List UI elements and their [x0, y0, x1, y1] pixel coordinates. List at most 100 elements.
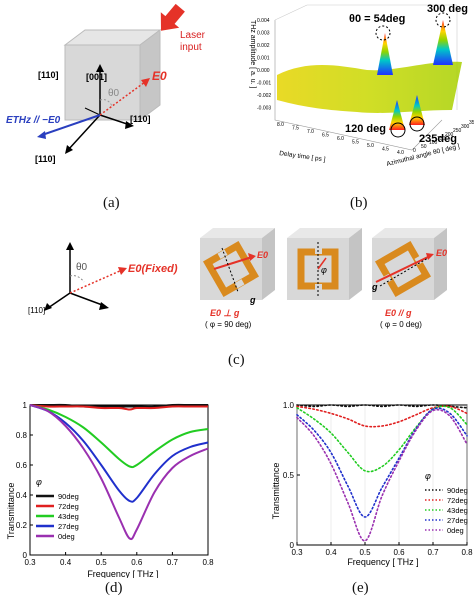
z-tick-label: -0.001 — [257, 81, 271, 87]
caption-b: (b) — [350, 195, 368, 211]
plot-frame — [29, 404, 209, 556]
y-tick-label: 1 — [23, 401, 28, 410]
caption-d: (d) — [105, 580, 123, 596]
z-tick-label: 0.002 — [257, 43, 270, 49]
series-line-90deg — [296, 404, 468, 409]
panel-b-surface-plot: θ0 = 54deg 300 deg 120 deg 235deg 0.0040… — [249, 3, 474, 168]
e0-label-c1: E0 — [257, 250, 268, 260]
ylabel-e: Transmittance — [271, 463, 281, 520]
z-tick-label: -0.002 — [257, 93, 271, 99]
y-tick-label: 0 — [23, 551, 28, 560]
e0-label-c3: E0 — [436, 248, 447, 258]
legend-title: φ — [36, 477, 42, 487]
y-tick-label: 0.2 — [16, 521, 28, 530]
y-tick-label: 1.0 — [283, 401, 295, 410]
y-tick-label: 100 — [429, 140, 438, 146]
x-tick-label: 7.5 — [292, 126, 299, 132]
phi-label-c: φ — [321, 265, 327, 275]
theta0-label: θ0 — [108, 88, 120, 99]
legend-label: 43deg — [58, 512, 79, 521]
x-tick-label: 0.8 — [461, 548, 473, 557]
legend-label: 27deg — [447, 516, 468, 525]
x-tick-label: 0.4 — [60, 558, 72, 567]
axis-001-label: [001] — [86, 72, 107, 82]
xlabel-e: Frequency [ THz ] — [347, 557, 418, 567]
x-tick-label: 0.3 — [24, 558, 36, 567]
ethz-label: ETHz // −E0 — [6, 115, 61, 126]
panel-d-chart: Transmittance Frequency [ THz ] 0.3 0.4 0.… — [6, 401, 214, 578]
x-tick-label: 6.0 — [337, 136, 344, 142]
e0-label: E0 — [152, 69, 167, 83]
caption-e: (e) — [352, 580, 369, 596]
series-line-27deg — [296, 407, 468, 518]
x-tick-label: 0.5 — [96, 558, 108, 567]
z-tick-label: 0.003 — [257, 31, 270, 37]
x-tick-label: 0.7 — [427, 548, 439, 557]
series-line-0deg — [29, 404, 209, 541]
ylabel-d: Transmittance — [6, 483, 16, 540]
x-tick-label: 4.5 — [382, 147, 389, 153]
y-tick-label: 0.4 — [16, 491, 28, 500]
z-tick-label: 0.000 — [257, 68, 270, 74]
annot-54: θ0 = 54deg — [349, 13, 405, 25]
series-line-43deg — [296, 405, 468, 473]
cell3-caption-2: ( φ = 0 deg) — [380, 320, 422, 329]
y-tick-label: 0 — [413, 148, 416, 154]
z-tick-label: -0.003 — [257, 106, 271, 112]
x-tick-label: 7.0 — [307, 129, 314, 135]
peak-300 — [433, 20, 453, 65]
y-tick-label: 300 — [461, 124, 470, 130]
cube-side-face — [139, 29, 161, 121]
y-tick-label: 350 — [469, 120, 474, 126]
dip-235 — [409, 95, 425, 125]
z-tick-labels: 0.004 0.003 0.002 0.001 0.000 -0.001 -0.002 -0.… — [257, 18, 271, 112]
series-line-43deg — [29, 404, 209, 469]
g-label-c3: g — [371, 282, 378, 292]
unit-cell-3: E0 g E0 // g ( φ = 0 deg) — [371, 228, 447, 329]
axis-110-right-label: [110] — [130, 114, 151, 124]
y-tick-label: 0.5 — [283, 471, 295, 480]
x-tick-label: 0.4 — [325, 548, 337, 557]
series-line-72deg — [29, 404, 208, 411]
z-axis-label: THz amplitude [ a. u. ] — [249, 20, 256, 89]
e0-fixed-label: E0(Fixed) — [128, 263, 178, 275]
panel-a-diagram: Laser input θ0 [001] [110] [110] [110] E0… — [6, 3, 206, 164]
legend-label: 72deg — [58, 502, 79, 511]
legend-title: φ — [425, 471, 431, 481]
y-tick-label: 0.6 — [16, 461, 28, 470]
z-tick-label: 0.004 — [257, 18, 270, 24]
caption-a: (a) — [103, 195, 120, 211]
legend-label: 27deg — [58, 522, 79, 531]
legend-label: 90deg — [58, 492, 79, 501]
legend-label: 72deg — [447, 496, 468, 505]
z-tick-label: 0.001 — [257, 56, 270, 62]
annot-300: 300 deg — [427, 3, 468, 15]
xlabel-d: Frequency [ THz ] — [87, 569, 158, 578]
axis-110-left-label: [110] — [38, 70, 59, 80]
x-tick-label: 0.6 — [393, 548, 405, 557]
series-line-27deg — [29, 404, 209, 503]
series-line-0deg — [296, 408, 468, 542]
peak-54 — [377, 33, 393, 75]
x-tick-label: 5.0 — [367, 143, 374, 149]
x-axis-label: Delay time [ ps ] — [279, 150, 326, 163]
x-tick-label: 8.0 — [277, 122, 284, 128]
y-tick-label: 250 — [453, 128, 462, 134]
legend-label: 90deg — [447, 486, 468, 495]
legend-label: 0deg — [447, 526, 464, 535]
cell3-caption-1: E0 // g — [385, 308, 412, 318]
laser-input-label: Laser input — [180, 30, 206, 53]
dip-120 — [389, 100, 405, 130]
y-tick-labels: 0 50100150200250300350 — [413, 120, 474, 154]
panel-e-chart: Transmittance Frequency [ THz ] 0.3 0.4 0.… — [271, 401, 473, 567]
annot-120: 120 deg — [345, 123, 386, 135]
legend-label: 43deg — [447, 506, 468, 515]
y-tick-label: 50 — [421, 144, 427, 150]
x-tick-label: 6.5 — [322, 133, 329, 139]
x-tick-labels: 8.0 7.5 7.0 6.5 6.0 5.5 5.0 4.5 4.0 — [277, 122, 404, 156]
caption-c: (c) — [228, 352, 245, 368]
x-tick-label: 0.5 — [359, 548, 371, 557]
series-line-90deg — [29, 403, 208, 408]
cell1-caption-2: ( φ = 90 deg) — [205, 320, 252, 329]
unit-cell-1: E0 g E0 ⊥ g ( φ = 90 deg) — [200, 228, 275, 329]
